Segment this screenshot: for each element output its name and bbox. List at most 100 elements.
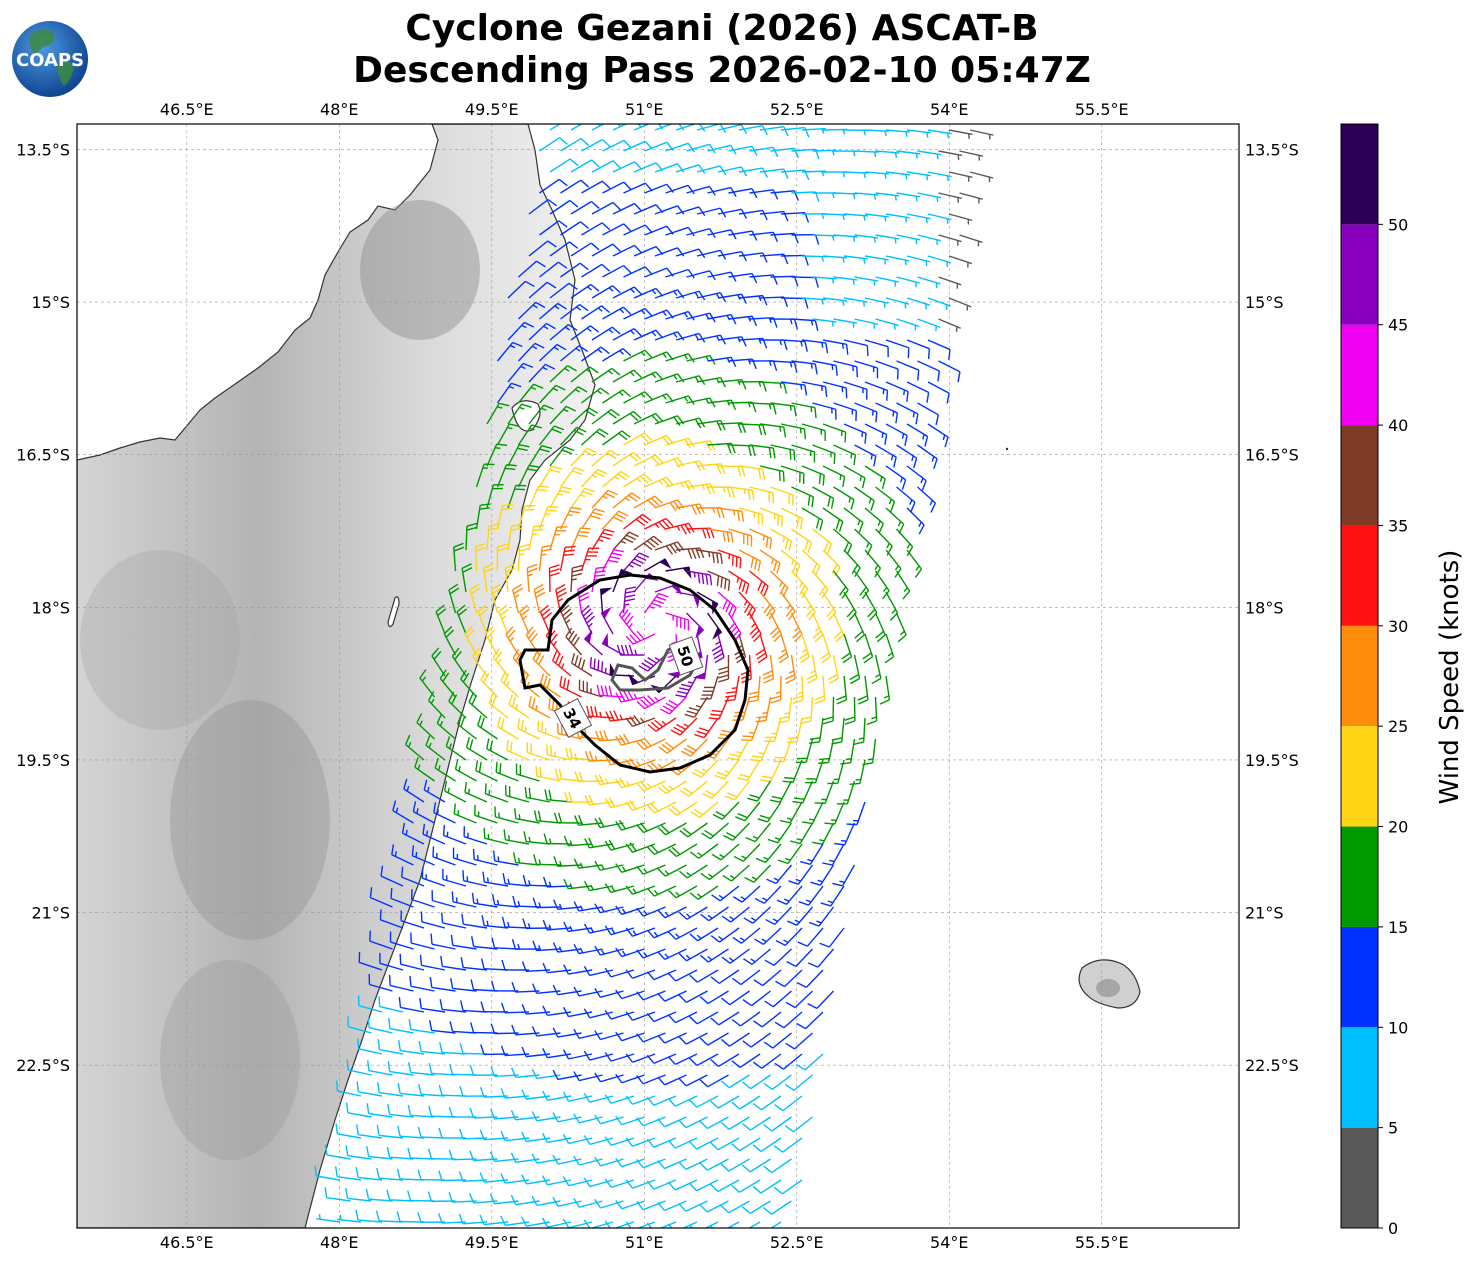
- wind-barb: [775, 969, 803, 988]
- wind-barb: [895, 528, 914, 557]
- wind-barb: [594, 774, 624, 786]
- wind-barb: [854, 444, 877, 467]
- wind-barb: [646, 885, 677, 897]
- wind-barb: [843, 339, 869, 356]
- wind-barb: [657, 780, 687, 795]
- wind-barb: [591, 489, 618, 509]
- wind-barb: [875, 360, 899, 380]
- wind-barb: [927, 213, 952, 224]
- lon-labels-bottom: 46.5°E 48°E 49.5°E 51°E 52.5°E 54°E 55.5°E: [160, 1233, 1129, 1252]
- wind-barb: [594, 1114, 624, 1125]
- wind-barb: [559, 426, 587, 446]
- wind-barb: [496, 423, 520, 446]
- wind-barb: [738, 252, 768, 263]
- wind-barb: [801, 423, 826, 442]
- wind-barb: [538, 384, 566, 404]
- wind-barb: [896, 444, 918, 469]
- wind-barb: [811, 570, 829, 599]
- wind-barb: [678, 1032, 708, 1045]
- wind-barb: [406, 1190, 435, 1202]
- wind-barb: [906, 507, 925, 535]
- lat-tick-label: 18°S: [31, 598, 70, 617]
- wind-barb: [604, 797, 635, 809]
- wind-barb: [738, 380, 767, 392]
- wind-barb: [717, 591, 737, 618]
- wind-barb: [397, 1125, 425, 1139]
- wind-barb: [843, 297, 868, 307]
- wind-barb: [636, 737, 666, 751]
- wind-barb: [623, 266, 653, 278]
- wind-barb: [594, 988, 624, 998]
- wind-barb: [833, 234, 858, 242]
- wind-barb: [434, 757, 456, 782]
- wind-barb: [523, 831, 551, 845]
- wind-barb: [636, 1158, 666, 1169]
- wind-barb: [481, 915, 509, 929]
- wind-barb: [657, 1116, 687, 1128]
- wind-barb: [602, 181, 632, 194]
- wind-barb: [589, 657, 614, 677]
- wind-barb: [549, 199, 579, 215]
- contour-label-50: 50: [673, 644, 697, 669]
- wind-barb: [560, 386, 588, 404]
- wind-barb: [864, 507, 884, 534]
- wind-barb: [917, 486, 937, 513]
- wind-barb: [528, 445, 553, 467]
- wind-barb: [507, 362, 534, 383]
- wind-barb: [764, 948, 792, 967]
- wind-barb: [667, 969, 698, 982]
- wind-barb: [314, 1165, 341, 1181]
- wind-barb: [507, 444, 530, 467]
- wind-barb: [812, 402, 837, 420]
- lat-tick-label: 15°S: [31, 293, 70, 312]
- wind-barb: [927, 255, 952, 267]
- wind-barb: [675, 290, 706, 301]
- wind-barb: [927, 171, 952, 182]
- wind-barb: [667, 1179, 698, 1191]
- wind-barb: [625, 1053, 656, 1063]
- wind-barb: [795, 1053, 824, 1071]
- lat-tick-label: 13.5°S: [16, 140, 70, 159]
- wind-barb: [612, 161, 643, 173]
- wind-barb: [578, 679, 603, 698]
- wind-barb: [461, 913, 488, 929]
- wind-barb: [625, 630, 656, 645]
- wind-barb: [854, 318, 879, 329]
- wind-barb: [885, 297, 910, 309]
- wind-barb: [562, 1176, 593, 1187]
- wind-barb: [604, 1220, 635, 1228]
- mauritius-dot: [1005, 447, 1009, 451]
- wind-barb: [754, 885, 782, 904]
- wind-barb: [864, 213, 889, 222]
- wind-barb: [864, 171, 889, 179]
- wind-barb: [721, 948, 750, 964]
- wind-barb: [419, 998, 446, 1013]
- wind-barb: [583, 1008, 614, 1019]
- wind-barb: [820, 633, 832, 664]
- wind-barb: [517, 718, 540, 740]
- wind-barb: [741, 717, 761, 742]
- wind-barb: [345, 1102, 372, 1118]
- wind-barb: [885, 171, 910, 180]
- colorbar-tick-label: 15: [1388, 918, 1408, 937]
- wind-barb: [615, 1115, 645, 1126]
- wind-barb: [665, 612, 690, 631]
- wind-barb: [580, 604, 595, 635]
- wind-barb: [646, 1179, 677, 1190]
- wind-barb: [570, 366, 599, 383]
- wind-barb: [819, 927, 845, 948]
- wind-barb: [686, 612, 705, 639]
- wind-barb: [440, 955, 467, 971]
- wind-barb: [657, 1074, 687, 1086]
- wind-barb: [799, 633, 810, 664]
- wind-barb: [822, 843, 845, 866]
- wind-barb: [507, 484, 527, 509]
- wind-barb: [843, 423, 867, 444]
- wind-barb: [615, 1073, 645, 1084]
- colorbar-segment: [1341, 324, 1378, 426]
- wind-barb: [490, 583, 502, 614]
- wind-barb: [906, 255, 931, 267]
- wind-barb: [759, 759, 782, 783]
- wind-barb: [636, 990, 666, 1001]
- wind-barb: [699, 1200, 729, 1213]
